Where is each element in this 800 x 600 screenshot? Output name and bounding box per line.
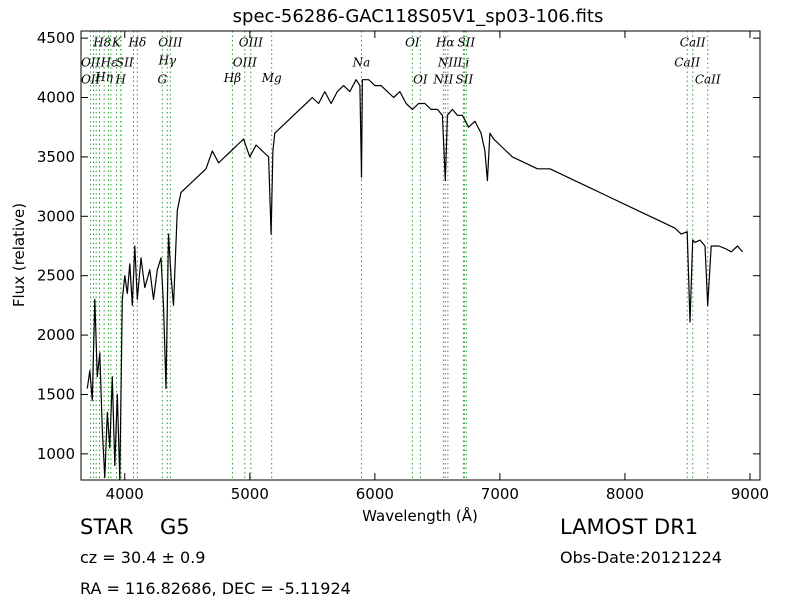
object-class: STAR	[80, 515, 134, 539]
line-label: OIII	[158, 35, 182, 49]
y-tick-label: 4000	[37, 89, 75, 107]
line-label: Hγ	[157, 53, 176, 67]
line-label: Na	[352, 56, 371, 70]
x-tick-label: 6000	[356, 485, 394, 503]
line-label: OIII	[239, 35, 263, 49]
survey-name: LAMOST DR1	[560, 515, 699, 539]
y-tick-label: 2000	[37, 326, 75, 344]
x-tick-label: 7000	[481, 485, 519, 503]
ra-dec-coordinates: RA = 116.82686, DEC = -5.11924	[80, 579, 351, 598]
y-tick-label: 3500	[37, 148, 75, 166]
line-label: H	[115, 72, 127, 86]
line-label: NII	[432, 72, 453, 86]
redshift-value: cz = 30.4 ± 0.9	[80, 548, 206, 567]
y-tick-label: 4500	[37, 29, 75, 47]
plot-frame	[80, 30, 761, 481]
x-axis-ticks: 4000 5000 6000 7000 8000 9000	[106, 31, 769, 503]
observation-date: Obs-Date:20121224	[560, 548, 722, 567]
line-label: Hδ	[128, 35, 147, 49]
line-label: CaII	[680, 35, 706, 49]
line-label: K	[111, 35, 122, 49]
emission-line-markers	[90, 31, 709, 480]
x-tick-label: 8000	[606, 485, 644, 503]
line-label: SII	[456, 72, 474, 86]
line-label: Hα	[435, 35, 455, 49]
chart-title: spec-56286-GAC118S05V1_sp03-106.fits	[233, 6, 604, 27]
line-label: OII	[81, 56, 101, 70]
line-label: Hβ	[223, 71, 241, 85]
x-tick-label: 5000	[231, 485, 269, 503]
line-label: Li	[456, 56, 469, 70]
line-label: OIII	[233, 56, 257, 70]
y-tick-label: 3000	[37, 207, 75, 225]
line-label: OI	[405, 35, 420, 49]
y-axis-label: Flux (relative)	[10, 203, 28, 307]
line-label: OI	[413, 72, 428, 86]
line-label: NII	[437, 56, 458, 70]
line-label: CaII	[674, 56, 700, 70]
object-subclass: G5	[160, 515, 190, 539]
line-label: Hε	[100, 56, 118, 70]
x-axis-label: Wavelength (Å)	[362, 506, 478, 525]
line-label: CaII	[695, 72, 721, 86]
y-tick-label: 2500	[37, 267, 75, 285]
spectrum-line	[86, 79, 743, 481]
line-label: SII	[457, 35, 475, 49]
line-label: H8	[92, 35, 111, 49]
line-label: Hη	[94, 70, 113, 84]
line-label: G	[157, 72, 167, 86]
x-tick-label: 4000	[106, 485, 144, 503]
line-label: OII	[81, 72, 101, 86]
y-tick-label: 1000	[37, 445, 75, 463]
line-label: SII	[116, 56, 134, 70]
line-label: Mg	[261, 71, 282, 85]
y-axis-ticks: 1000 1500 2000 2500 3000 3500 4000 4500	[37, 29, 760, 463]
spectrum-series	[86, 79, 743, 481]
y-tick-label: 1500	[37, 385, 75, 403]
x-tick-label: 9000	[731, 485, 769, 503]
